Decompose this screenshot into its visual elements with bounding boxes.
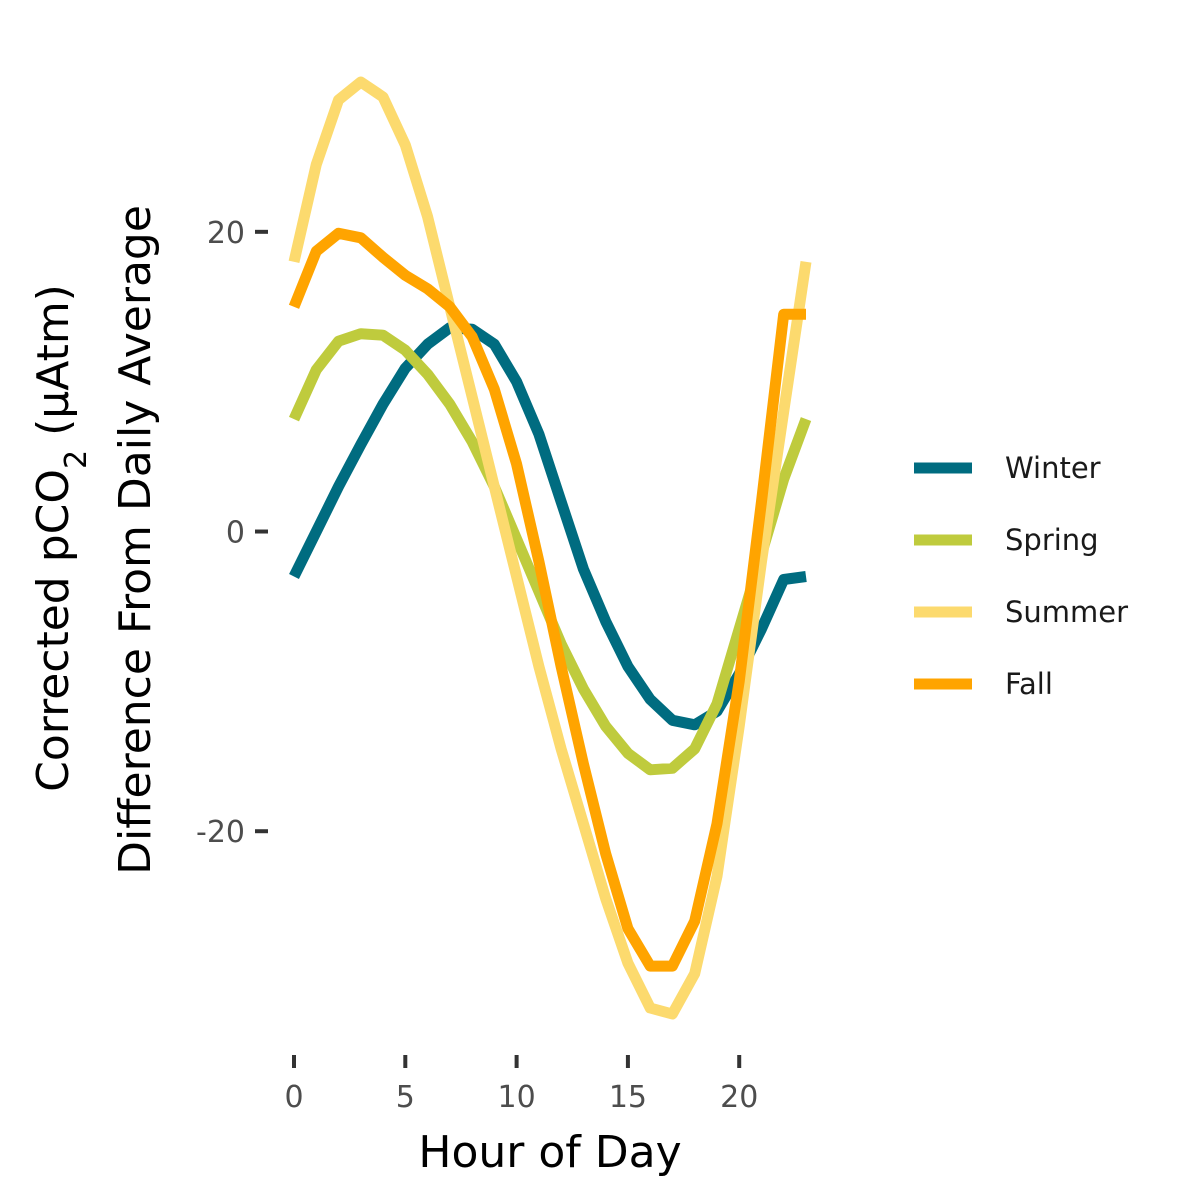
legend: Winter Spring Summer Fall [914,451,1128,701]
y-tick-label: -20 [196,815,245,850]
plot-area [288,76,812,1020]
legend-label-spring: Spring [1005,523,1099,557]
legend-label-winter: Winter [1005,451,1101,485]
y-axis-title: Corrected pCO2 (μAtm) Difference From Da… [28,205,161,875]
x-tick-label: 5 [396,1080,415,1115]
y-axis-title-prefix: Corrected pCO [28,469,79,792]
x-tick-label: 20 [720,1080,758,1115]
x-tick-label: 10 [498,1080,536,1115]
series-line-fall [288,227,806,972]
y-tick-label: 20 [207,216,245,251]
x-axis-title: Hour of Day [418,1127,681,1178]
y-axis-title-subscript: 2 [59,450,94,469]
x-tick-label: 0 [284,1080,303,1115]
y-axis-title-line1: Corrected pCO2 (μAtm) [28,284,94,792]
series-line-summer [288,76,812,1020]
y-tick-label: 0 [226,516,245,551]
x-axis: 0 5 10 15 20 [284,1055,758,1115]
y-axis-title-suffix: (μAtm) [28,284,79,450]
x-tick-label: 15 [609,1080,647,1115]
y-axis: -20 0 20 [196,216,268,850]
legend-label-fall: Fall [1005,667,1053,701]
legend-label-summer: Summer [1005,595,1128,629]
y-axis-title-line2: Difference From Daily Average [110,205,161,875]
